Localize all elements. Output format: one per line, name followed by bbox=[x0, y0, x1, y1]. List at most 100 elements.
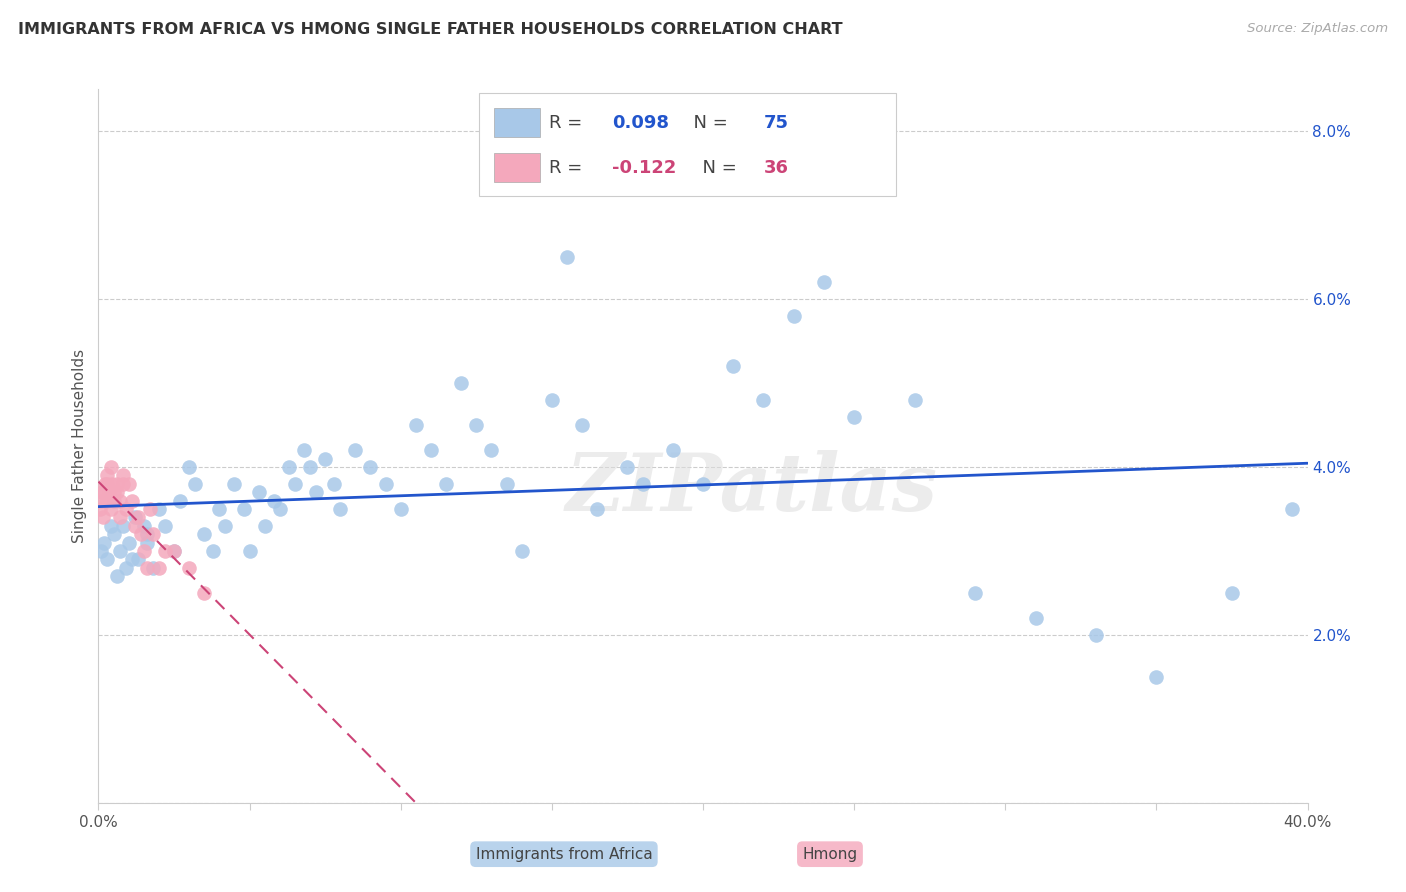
Point bbox=[904, 392, 927, 407]
Text: Hmong: Hmong bbox=[803, 847, 858, 862]
Point bbox=[132, 518, 155, 533]
Point bbox=[239, 544, 262, 558]
Point bbox=[139, 502, 162, 516]
Text: R =: R = bbox=[550, 114, 589, 132]
Point bbox=[450, 376, 472, 390]
Point bbox=[111, 518, 134, 533]
Point bbox=[100, 460, 122, 475]
Point bbox=[1085, 628, 1108, 642]
Point bbox=[96, 468, 118, 483]
Point bbox=[232, 502, 254, 516]
Point bbox=[540, 392, 562, 407]
Point bbox=[169, 493, 191, 508]
Point bbox=[193, 527, 215, 541]
Point bbox=[163, 544, 186, 558]
Point bbox=[752, 392, 775, 407]
Text: IMMIGRANTS FROM AFRICA VS HMONG SINGLE FATHER HOUSEHOLDS CORRELATION CHART: IMMIGRANTS FROM AFRICA VS HMONG SINGLE F… bbox=[18, 22, 844, 37]
Point bbox=[91, 485, 114, 500]
Point bbox=[263, 493, 285, 508]
Point bbox=[108, 544, 131, 558]
Point bbox=[1281, 502, 1303, 516]
Point bbox=[108, 510, 131, 524]
Point bbox=[121, 493, 143, 508]
Point bbox=[127, 510, 149, 524]
Point bbox=[481, 443, 503, 458]
Point bbox=[124, 510, 146, 524]
FancyBboxPatch shape bbox=[479, 93, 897, 196]
Point bbox=[323, 476, 346, 491]
Point bbox=[292, 443, 315, 458]
Text: 0.098: 0.098 bbox=[613, 114, 669, 132]
Point bbox=[692, 476, 714, 491]
Point bbox=[314, 451, 336, 466]
Point bbox=[153, 544, 176, 558]
Point bbox=[813, 275, 835, 289]
Point bbox=[129, 527, 152, 541]
Point bbox=[253, 518, 276, 533]
FancyBboxPatch shape bbox=[494, 109, 540, 137]
Point bbox=[179, 560, 201, 574]
Point bbox=[142, 527, 165, 541]
Point bbox=[105, 569, 128, 583]
Point bbox=[114, 560, 136, 574]
Point bbox=[305, 485, 328, 500]
Point bbox=[91, 510, 114, 524]
Point bbox=[1220, 586, 1243, 600]
Point bbox=[495, 476, 517, 491]
Point bbox=[224, 476, 246, 491]
Point bbox=[269, 502, 291, 516]
Point bbox=[135, 527, 157, 541]
Point bbox=[118, 535, 141, 549]
Text: N =: N = bbox=[682, 114, 734, 132]
Point bbox=[135, 535, 157, 549]
Point bbox=[103, 493, 125, 508]
Point bbox=[329, 502, 352, 516]
Point bbox=[148, 560, 170, 574]
Text: 36: 36 bbox=[763, 159, 789, 177]
Point bbox=[184, 476, 207, 491]
Point bbox=[96, 552, 118, 566]
Point bbox=[723, 359, 745, 374]
Point bbox=[111, 468, 134, 483]
Point bbox=[420, 443, 443, 458]
Point bbox=[142, 560, 165, 574]
Point bbox=[277, 460, 299, 475]
Y-axis label: Single Father Households: Single Father Households bbox=[72, 349, 87, 543]
Text: -0.122: -0.122 bbox=[613, 159, 676, 177]
Point bbox=[965, 586, 987, 600]
Point bbox=[114, 502, 136, 516]
Point bbox=[98, 485, 121, 500]
Point bbox=[616, 460, 638, 475]
Point bbox=[163, 544, 186, 558]
Point bbox=[661, 443, 683, 458]
Point bbox=[108, 493, 131, 508]
Text: ZIPatlas: ZIPatlas bbox=[565, 450, 938, 527]
Point bbox=[93, 485, 115, 500]
Point bbox=[555, 250, 578, 264]
Point bbox=[434, 476, 457, 491]
Text: 75: 75 bbox=[763, 114, 789, 132]
Point bbox=[118, 476, 141, 491]
Point bbox=[94, 476, 117, 491]
Point bbox=[586, 502, 609, 516]
Point bbox=[179, 460, 201, 475]
Point bbox=[202, 544, 225, 558]
Point bbox=[148, 502, 170, 516]
Point bbox=[105, 485, 128, 500]
Point bbox=[374, 476, 396, 491]
Text: Source: ZipAtlas.com: Source: ZipAtlas.com bbox=[1247, 22, 1388, 36]
Point bbox=[121, 552, 143, 566]
Point bbox=[100, 518, 122, 533]
FancyBboxPatch shape bbox=[494, 153, 540, 182]
Point bbox=[1024, 611, 1046, 625]
Point bbox=[844, 409, 866, 424]
Point bbox=[208, 502, 231, 516]
Point bbox=[153, 518, 176, 533]
Point bbox=[405, 417, 427, 432]
Point bbox=[93, 535, 115, 549]
Point bbox=[111, 476, 134, 491]
Point bbox=[127, 552, 149, 566]
Point bbox=[101, 476, 124, 491]
Point bbox=[132, 544, 155, 558]
Point bbox=[214, 518, 236, 533]
